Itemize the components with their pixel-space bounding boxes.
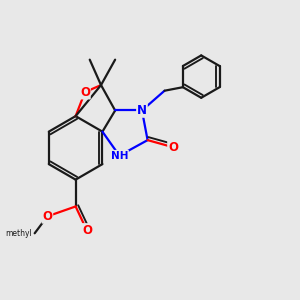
Text: O: O — [80, 85, 90, 99]
Text: O: O — [82, 224, 92, 237]
Text: N: N — [137, 104, 147, 117]
Text: NH: NH — [111, 151, 128, 160]
Text: O: O — [168, 141, 178, 154]
Text: O: O — [42, 210, 52, 223]
Text: methyl: methyl — [5, 229, 32, 238]
